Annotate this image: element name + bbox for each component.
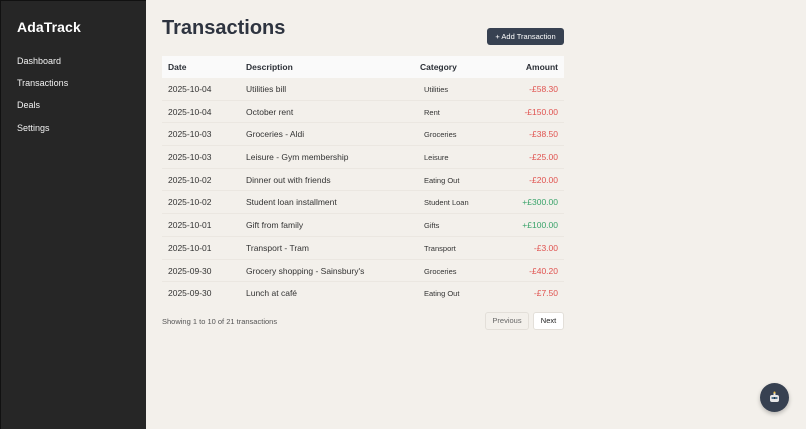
cell-description: Gift from family xyxy=(246,220,304,231)
sidebar: AdaTrack Dashboard Transactions Deals Se… xyxy=(0,0,146,429)
table-row[interactable]: 2025-10-04 Utilities bill Utilities -£58.30 xyxy=(162,78,564,101)
table-row[interactable]: 2025-10-03 Leisure - Gym membership Leisur… xyxy=(162,146,564,169)
cell-amount: -£40.20 xyxy=(529,265,558,276)
cell-description: Dinner out with friends xyxy=(246,174,331,185)
cell-description: Leisure - Gym membership xyxy=(246,152,349,163)
pagination-summary: Showing 1 to 10 of 21 transactions xyxy=(162,317,278,326)
table-row[interactable]: 2025-10-03 Groceries - Aldi Groceries -£38.… xyxy=(162,123,564,147)
cell-category: Gifts xyxy=(424,221,440,231)
chat-assistant-button[interactable] xyxy=(760,383,789,412)
cell-amount: +£300.00 xyxy=(522,197,558,208)
table-row[interactable]: 2025-10-02 Dinner out with friends Eating … xyxy=(162,169,564,192)
cell-category: Transport xyxy=(424,243,456,253)
app-brand: AdaTrack xyxy=(17,19,81,35)
cell-amount: -£7.50 xyxy=(533,288,558,299)
column-header-date: Date xyxy=(168,62,187,72)
cell-amount: -£20.00 xyxy=(529,174,558,185)
table-body: 2025-10-04 Utilities bill Utilities -£58.30… xyxy=(162,78,564,305)
sidebar-item-dashboard[interactable]: Dashboard xyxy=(17,56,62,66)
table-row[interactable]: 2025-10-02 Student loan installment Studen… xyxy=(162,191,564,215)
cell-date: 2025-10-03 xyxy=(168,152,212,163)
cell-date: 2025-10-04 xyxy=(168,84,212,94)
cell-date: 2025-10-01 xyxy=(168,220,212,231)
cell-amount: -£150.00 xyxy=(524,106,558,117)
cell-date: 2025-10-02 xyxy=(168,174,212,185)
cell-description: Grocery shopping - Sainsbury's xyxy=(246,265,365,276)
table-row[interactable]: 2025-10-01 Gift from family Gifts +£100.00 xyxy=(162,214,564,237)
chat-bot-icon xyxy=(770,391,779,402)
table-row[interactable]: 2025-09-30 Grocery shopping - Sainsbury's… xyxy=(162,260,564,283)
cell-date: 2025-10-04 xyxy=(168,106,212,117)
cell-category: Groceries xyxy=(424,130,457,140)
cell-amount: -£58.30 xyxy=(529,84,558,94)
cell-category: Eating Out xyxy=(424,289,460,299)
cell-description: Transport - Tram xyxy=(246,242,309,253)
cell-category: Rent xyxy=(424,107,440,117)
sidebar-item-deals[interactable]: Deals xyxy=(17,100,41,110)
previous-page-button[interactable]: Previous xyxy=(485,312,529,330)
cell-description: October rent xyxy=(246,106,294,117)
cell-description: Groceries - Aldi xyxy=(246,129,305,140)
cell-description: Student loan installment xyxy=(246,197,337,208)
transactions-table: Date Description Category Amount 2025-10… xyxy=(162,56,564,305)
cell-date: 2025-09-30 xyxy=(168,288,212,299)
cell-description: Utilities bill xyxy=(246,84,287,94)
cell-category: Student Loan xyxy=(424,198,469,208)
cell-category: Eating Out xyxy=(424,175,460,185)
cell-category: Utilities xyxy=(424,85,449,94)
table-row[interactable]: 2025-09-30 Lunch at café Eating Out -£7.50 xyxy=(162,282,564,305)
column-header-description: Description xyxy=(246,62,293,72)
cell-date: 2025-09-30 xyxy=(168,265,212,276)
cell-date: 2025-10-03 xyxy=(168,129,212,140)
sidebar-item-transactions[interactable]: Transactions xyxy=(17,78,69,88)
cell-amount: -£25.00 xyxy=(529,152,558,163)
table-header: Date Description Category Amount xyxy=(162,56,564,78)
next-page-button[interactable]: Next xyxy=(533,312,564,330)
main-content: Transactions + Add Transaction Date Desc… xyxy=(146,0,806,429)
cell-category: Leisure xyxy=(424,153,449,163)
column-header-category: Category xyxy=(420,62,457,72)
table-row[interactable]: 2025-10-04 October rent Rent -£150.00 xyxy=(162,101,564,124)
cell-description: Lunch at café xyxy=(246,288,298,299)
cell-amount: -£38.50 xyxy=(529,129,558,140)
add-transaction-button[interactable]: + Add Transaction xyxy=(487,28,564,45)
cell-amount: -£3.00 xyxy=(533,242,558,253)
cell-amount: +£100.00 xyxy=(522,220,558,231)
column-header-amount: Amount xyxy=(525,62,558,72)
cell-category: Groceries xyxy=(424,266,457,276)
page-title: Transactions xyxy=(162,17,286,39)
table-row[interactable]: 2025-10-01 Transport - Tram Transport -£3.0… xyxy=(162,237,564,260)
cell-date: 2025-10-01 xyxy=(168,242,212,253)
sidebar-item-settings[interactable]: Settings xyxy=(17,123,50,133)
cell-date: 2025-10-02 xyxy=(168,197,212,208)
